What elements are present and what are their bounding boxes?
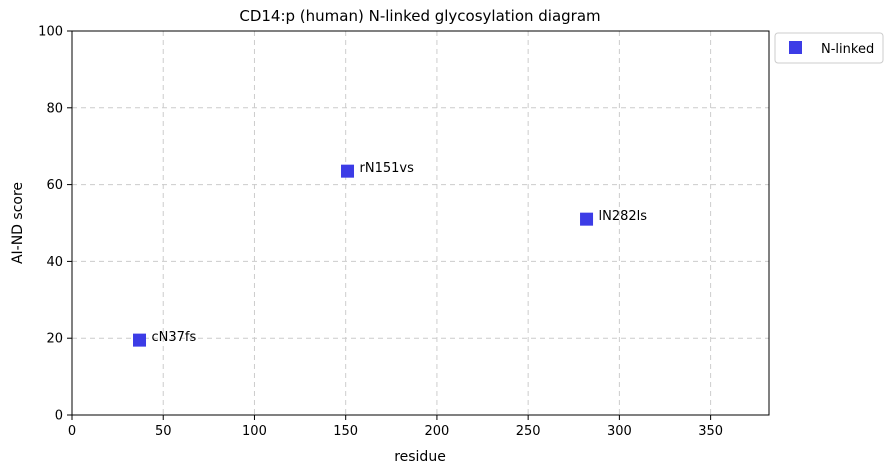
x-tick-label: 200 (425, 424, 450, 439)
legend-marker-n-linked (789, 41, 802, 54)
x-tick-label: 150 (333, 424, 358, 439)
data-points: cN37fs rN151vs lN282ls (133, 161, 648, 347)
x-tick-label: 250 (516, 424, 541, 439)
legend-label-n-linked: N-linked (821, 42, 874, 57)
data-point-marker (133, 333, 147, 347)
y-tick-label: 0 (55, 409, 63, 424)
y-tick-label: 20 (46, 332, 63, 347)
data-point-marker (341, 164, 355, 178)
data-point-label: lN282ls (599, 209, 648, 224)
x-tick-label: 100 (242, 424, 267, 439)
y-tick-label: 60 (46, 178, 63, 193)
chart-title: CD14:p (human) N-linked glycosylation di… (239, 7, 600, 25)
x-axis-title: residue (394, 449, 446, 465)
plot-frame (71, 30, 770, 416)
y-tick-label: 80 (46, 101, 63, 116)
x-tick-label: 300 (607, 424, 632, 439)
x-tick-label: 50 (155, 424, 172, 439)
data-point-label: rN151vs (360, 161, 415, 176)
x-tick-label: 0 (68, 424, 76, 439)
data-point-label: cN37fs (152, 330, 197, 345)
axis-ticks: 0 50 100 150 200 250 300 350 0 20 40 60 80 100 (38, 25, 723, 440)
legend: N-linked (774, 32, 884, 64)
legend-frame (774, 32, 884, 64)
grid (71, 30, 769, 416)
y-tick-label: 100 (38, 25, 63, 40)
data-point-marker (580, 212, 594, 226)
x-tick-label: 350 (698, 424, 723, 439)
y-axis-title: AI-ND score (10, 182, 26, 264)
y-tick-label: 40 (46, 255, 63, 270)
